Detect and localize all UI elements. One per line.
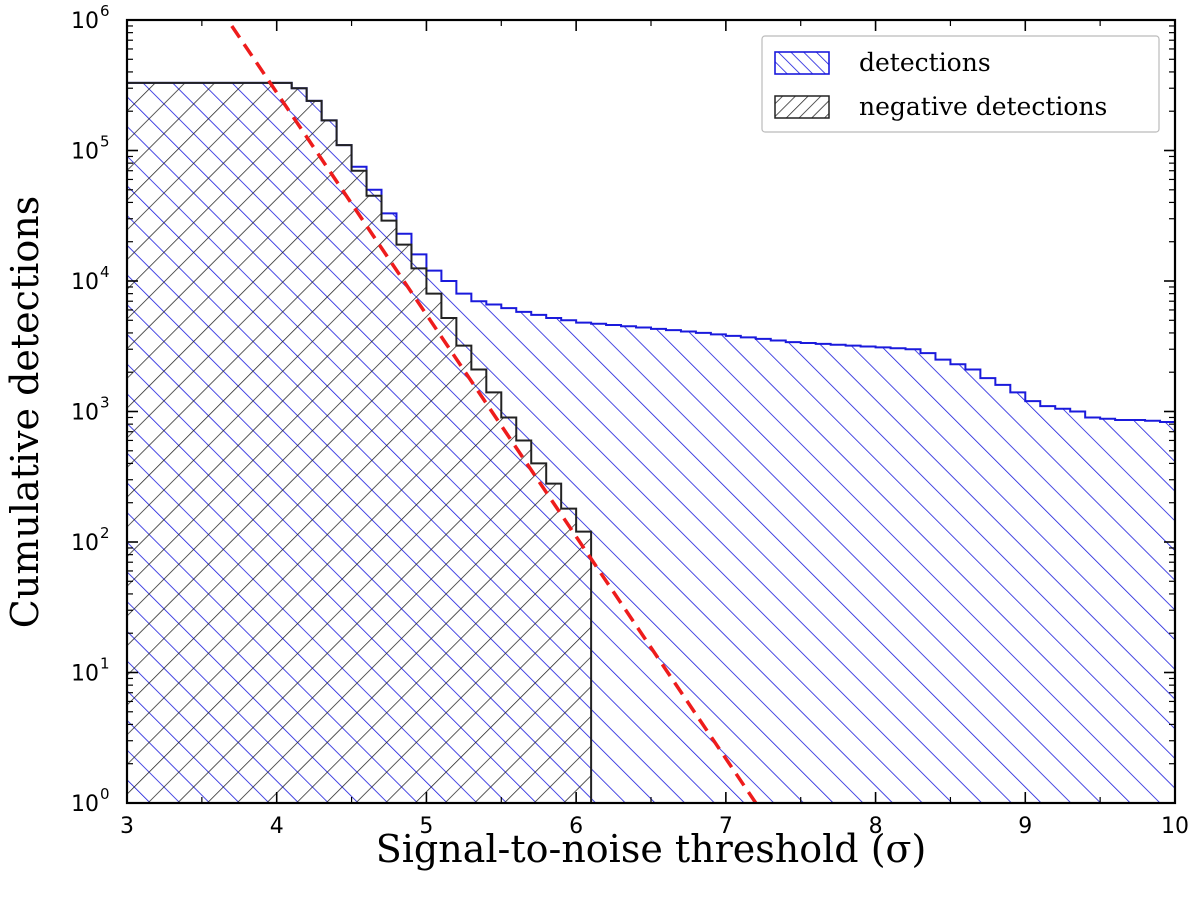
x-tick-label: 4: [270, 814, 284, 839]
y-axis-title: Cumulative detections: [3, 196, 47, 628]
y-tick-label: 10: [71, 531, 99, 556]
x-tick-label: 7: [719, 814, 733, 839]
y-tick-label-exponent: 1: [100, 655, 110, 673]
y-tick-label-exponent: 4: [100, 263, 110, 281]
x-axis-title: Signal-to-noise threshold (σ): [376, 827, 927, 871]
y-tick-label: 10: [71, 662, 99, 687]
y-tick-label: 10: [71, 9, 99, 34]
y-tick-label: 10: [71, 140, 99, 165]
x-tick-label: 6: [569, 814, 583, 839]
legend: detections negative detections: [761, 35, 1160, 133]
y-tick-label-exponent: 2: [100, 524, 110, 542]
x-tick-label: 10: [1161, 814, 1189, 839]
x-tick-label: 3: [120, 814, 134, 839]
plot-frame: [125, 18, 1177, 805]
x-tick-label: 9: [1018, 814, 1032, 839]
series-layer: [127, 24, 1175, 803]
legend-swatch-negative-detections: [774, 95, 830, 119]
y-tick-label-exponent: 6: [100, 2, 110, 20]
y-tick-label-exponent: 0: [100, 785, 110, 803]
x-tick-labels: 3 4 5 6 7 8 9 10: [120, 814, 1189, 839]
legend-label-negative-detections: negative detections: [859, 92, 1107, 121]
x-tick-label: 8: [869, 814, 883, 839]
x-tick-label: 5: [419, 814, 433, 839]
y-tick-label: 10: [71, 270, 99, 295]
legend-frame: [761, 35, 1160, 133]
y-tick-label-exponent: 5: [100, 133, 110, 151]
y-tick-label-exponent: 3: [100, 394, 110, 412]
series-negative-detections: [127, 81, 593, 803]
legend-label-detections: detections: [859, 48, 991, 77]
series-dashed-fit-line: [230, 24, 758, 803]
y-tick-label: 10: [71, 792, 99, 817]
legend-swatch-detections: [774, 51, 830, 75]
y-tick-label: 10: [71, 401, 99, 426]
